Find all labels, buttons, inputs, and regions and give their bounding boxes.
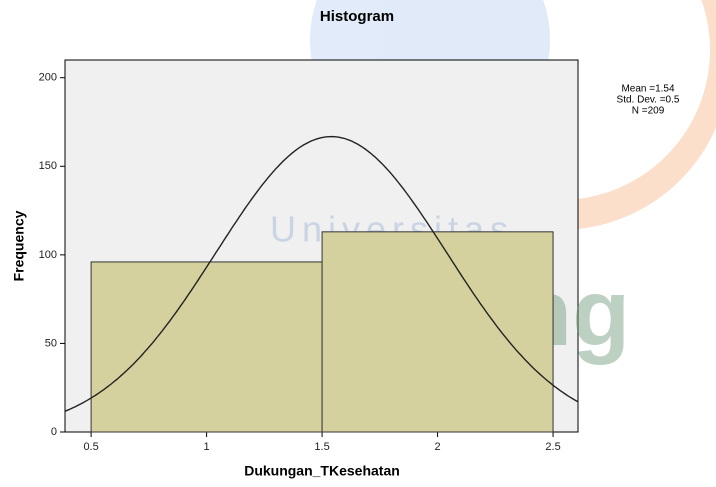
chart-title: Histogram xyxy=(320,8,394,25)
y-axis-label: Frequency xyxy=(11,210,27,281)
x-tick-label: 1.5 xyxy=(314,441,329,453)
y-tick-label: 150 xyxy=(39,160,57,172)
bar xyxy=(90,261,323,433)
x-tick-label: 2 xyxy=(435,441,441,453)
normal-curve xyxy=(64,135,579,412)
y-tick-label: 100 xyxy=(39,249,57,261)
y-tick-label: 50 xyxy=(45,337,57,349)
stat-label: Std. Dev. =0.5 xyxy=(617,95,680,106)
x-tick-label: 0.5 xyxy=(83,441,98,453)
x-tick-label: 2.5 xyxy=(545,441,560,453)
bar xyxy=(321,231,554,433)
stat-label: Mean =1.54 xyxy=(621,84,675,95)
stat-label: N =209 xyxy=(632,106,665,117)
x-tick-label: 1 xyxy=(204,441,210,453)
y-tick-label: 0 xyxy=(51,426,57,438)
y-tick-label: 200 xyxy=(39,72,57,84)
x-axis-label: Dukungan_TKesehatan xyxy=(244,463,400,479)
